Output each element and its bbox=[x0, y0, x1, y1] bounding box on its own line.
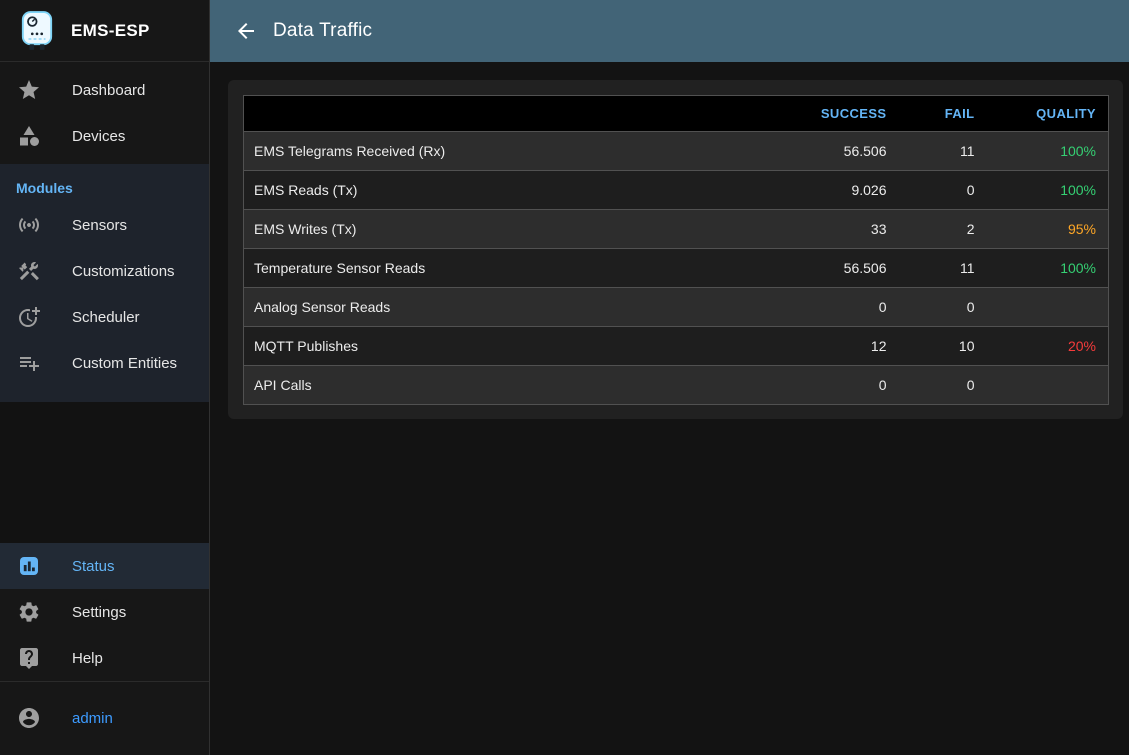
row-label: EMS Telegrams Received (Rx) bbox=[243, 131, 783, 171]
sidebar-main-nav: Dashboard Devices bbox=[0, 62, 209, 164]
content-area: SUCCESS FAIL QUALITY EMS Telegrams Recei… bbox=[210, 62, 1129, 755]
row-success: 33 bbox=[782, 209, 903, 249]
table-row: EMS Reads (Tx) 9.026 0 100% bbox=[243, 170, 1109, 210]
bar-chart-icon bbox=[20, 557, 38, 575]
sidebar: EMS-ESP Dashboard Devices Modules bbox=[0, 0, 210, 755]
main-area: Data Traffic SUCCESS FAIL QUALITY bbox=[210, 0, 1129, 755]
row-success: 12 bbox=[782, 326, 903, 366]
category-icon bbox=[20, 126, 39, 146]
gear-icon bbox=[19, 602, 39, 622]
back-button[interactable] bbox=[233, 18, 259, 44]
sidebar-item-label: Status bbox=[72, 557, 115, 575]
table-row: EMS Writes (Tx) 33 2 95% bbox=[243, 209, 1109, 249]
sidebar-bottom-nav: Status Settings Help bbox=[0, 543, 209, 682]
row-fail: 11 bbox=[902, 248, 991, 288]
row-fail: 0 bbox=[902, 287, 991, 327]
table-row: EMS Telegrams Received (Rx) 56.506 11 10… bbox=[243, 131, 1109, 171]
star-icon bbox=[19, 80, 39, 99]
sidebar-item-help[interactable]: Help bbox=[0, 635, 209, 681]
sidebar-item-devices[interactable]: Devices bbox=[0, 113, 209, 159]
row-quality: 100% bbox=[990, 170, 1109, 210]
sidebar-item-label: Scheduler bbox=[72, 308, 140, 326]
col-header-quality: QUALITY bbox=[990, 95, 1109, 132]
help-bubble-icon bbox=[20, 648, 38, 669]
sidebar-item-customizations[interactable]: Customizations bbox=[0, 248, 209, 294]
row-label: MQTT Publishes bbox=[243, 326, 783, 366]
table-header-row: SUCCESS FAIL QUALITY bbox=[243, 95, 1109, 132]
row-quality: 100% bbox=[990, 248, 1109, 288]
row-label: Analog Sensor Reads bbox=[243, 287, 783, 327]
sidebar-user-section: admin bbox=[0, 682, 209, 755]
table-row: API Calls 0 0 bbox=[243, 365, 1109, 405]
admin-user-label: admin bbox=[72, 709, 113, 727]
app-logo: EMS-ESP bbox=[0, 0, 209, 62]
sidebar-item-dashboard[interactable]: Dashboard bbox=[0, 67, 209, 113]
sidebar-item-label: Dashboard bbox=[72, 81, 146, 99]
row-quality bbox=[990, 287, 1109, 327]
sidebar-item-admin[interactable]: admin bbox=[0, 695, 209, 741]
sidebar-item-scheduler[interactable]: Scheduler bbox=[0, 294, 209, 340]
row-success: 0 bbox=[782, 287, 903, 327]
sidebar-item-label: Sensors bbox=[72, 216, 128, 234]
more-time-icon bbox=[19, 307, 40, 327]
row-fail: 0 bbox=[902, 170, 991, 210]
row-success: 9.026 bbox=[782, 170, 903, 210]
row-success: 56.506 bbox=[782, 248, 903, 288]
row-label: Temperature Sensor Reads bbox=[243, 248, 783, 288]
arrow-back-icon bbox=[238, 23, 254, 39]
construction-icon bbox=[19, 262, 39, 281]
row-success: 56.506 bbox=[782, 131, 903, 171]
playlist-add-icon bbox=[20, 357, 39, 371]
sidebar-item-label: Settings bbox=[72, 603, 127, 621]
row-quality: 20% bbox=[990, 326, 1109, 366]
row-label: API Calls bbox=[243, 365, 783, 405]
sidebar-item-status[interactable]: Status bbox=[0, 543, 209, 589]
row-success: 0 bbox=[782, 365, 903, 405]
table-row: Analog Sensor Reads 0 0 bbox=[243, 287, 1109, 327]
data-traffic-card: SUCCESS FAIL QUALITY EMS Telegrams Recei… bbox=[228, 80, 1123, 419]
sensors-icon bbox=[19, 217, 39, 233]
modules-header: Modules bbox=[16, 180, 73, 196]
sidebar-item-label: Custom Entities bbox=[72, 354, 178, 372]
col-header-success: SUCCESS bbox=[782, 95, 903, 132]
sidebar-item-label: Help bbox=[72, 649, 103, 667]
sidebar-item-settings[interactable]: Settings bbox=[0, 589, 209, 635]
row-label: EMS Writes (Tx) bbox=[243, 209, 783, 249]
account-circle-icon bbox=[19, 708, 39, 728]
sidebar-item-label: Devices bbox=[72, 127, 126, 145]
app-bar: Data Traffic bbox=[210, 0, 1129, 62]
row-fail: 0 bbox=[902, 365, 991, 405]
sidebar-item-sensors[interactable]: Sensors bbox=[0, 202, 209, 248]
sidebar-item-label: Customizations bbox=[72, 262, 175, 280]
table-row: Temperature Sensor Reads 56.506 11 100% bbox=[243, 248, 1109, 288]
sidebar-modules-section: Modules Sensors Customizations bbox=[0, 164, 209, 402]
app-title: EMS-ESP bbox=[71, 20, 150, 40]
row-quality: 100% bbox=[990, 131, 1109, 171]
row-quality: 95% bbox=[990, 209, 1109, 249]
table-row: MQTT Publishes 12 10 20% bbox=[243, 326, 1109, 366]
row-quality bbox=[990, 365, 1109, 405]
row-fail: 2 bbox=[902, 209, 991, 249]
sidebar-spacer bbox=[0, 402, 209, 543]
data-traffic-table: SUCCESS FAIL QUALITY EMS Telegrams Recei… bbox=[243, 95, 1109, 405]
col-header-empty bbox=[243, 95, 783, 132]
page-title: Data Traffic bbox=[273, 20, 373, 41]
row-fail: 10 bbox=[902, 326, 991, 366]
boiler-logo-icon bbox=[21, 10, 53, 50]
row-fail: 11 bbox=[902, 131, 991, 171]
col-header-fail: FAIL bbox=[902, 95, 991, 132]
sidebar-item-custom-entities[interactable]: Custom Entities bbox=[0, 340, 209, 386]
row-label: EMS Reads (Tx) bbox=[243, 170, 783, 210]
